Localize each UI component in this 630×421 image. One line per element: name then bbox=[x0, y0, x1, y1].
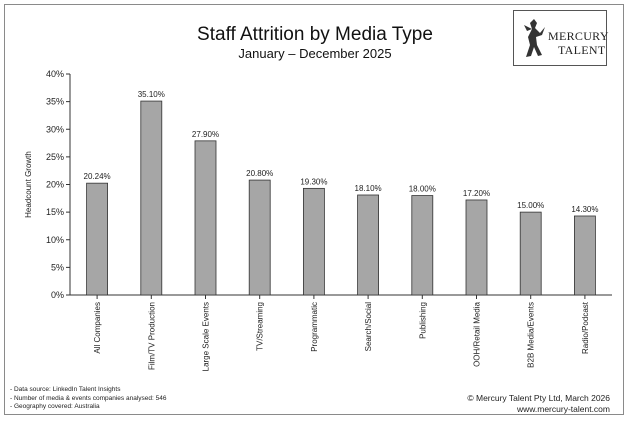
data-label: 20.80% bbox=[246, 169, 273, 178]
bar bbox=[248, 179, 271, 296]
x-tick-label: TV/Streaming bbox=[256, 302, 265, 351]
x-tick-label: Radio/Podcast bbox=[581, 301, 590, 354]
bar bbox=[140, 100, 163, 296]
data-label: 35.10% bbox=[138, 90, 165, 99]
bar bbox=[302, 187, 325, 296]
bar bbox=[411, 195, 434, 296]
y-tick-label: 35% bbox=[46, 97, 64, 107]
bar bbox=[519, 211, 542, 296]
x-tick-label: OOH/Retail Media bbox=[473, 301, 482, 366]
footer-note: - Geography covered: Australia bbox=[10, 403, 100, 410]
y-tick-label: 20% bbox=[46, 180, 64, 190]
chart-title: Staff Attrition by Media Type bbox=[197, 24, 433, 45]
footer-credits: © Mercury Talent Pty Ltd, March 2026 www… bbox=[467, 393, 610, 415]
x-tick-label: Search/Social bbox=[364, 302, 373, 352]
data-label: 15.00% bbox=[517, 201, 544, 210]
winged-mercury-figure-icon bbox=[524, 19, 545, 57]
website-text: www.mercury-talent.com bbox=[516, 404, 610, 414]
data-label: 27.90% bbox=[192, 130, 219, 139]
copyright-text: © Mercury Talent Pty Ltd, March 2026 bbox=[467, 393, 610, 403]
data-label: 19.30% bbox=[300, 177, 327, 186]
data-label: 18.00% bbox=[409, 185, 436, 194]
x-tick-label: Programmatic bbox=[310, 302, 319, 352]
logo-text-line2: TALENT bbox=[558, 43, 606, 57]
data-label: 18.10% bbox=[355, 184, 382, 193]
footer-note: - Number of media & events companies ana… bbox=[10, 394, 167, 402]
data-label: 20.24% bbox=[84, 172, 111, 181]
x-tick-label: Large Scale Events bbox=[202, 302, 211, 371]
y-tick-label: 15% bbox=[46, 207, 64, 217]
footer-note: - Data source: LinkedIn Talent Insights bbox=[10, 386, 121, 393]
y-tick-label: 30% bbox=[46, 124, 64, 134]
y-tick-label: 25% bbox=[46, 152, 64, 162]
bar bbox=[357, 194, 380, 296]
mercury-talent-logo: MERCURY TALENT bbox=[513, 10, 609, 66]
y-tick-label: 0% bbox=[51, 290, 64, 300]
bar bbox=[86, 182, 108, 296]
y-axis-label: Headcount Growth bbox=[24, 151, 33, 218]
x-tick-label: All Companies bbox=[93, 302, 102, 354]
x-tick-label: Film/TV Production bbox=[147, 302, 156, 370]
data-label: 14.30% bbox=[571, 205, 598, 214]
bar bbox=[574, 215, 596, 296]
bar bbox=[465, 199, 488, 296]
logo-text-line1: MERCURY bbox=[548, 29, 609, 43]
data-label: 17.20% bbox=[463, 189, 490, 198]
y-tick-label: 40% bbox=[46, 69, 64, 79]
x-tick-label: Publishing bbox=[418, 302, 427, 339]
y-tick-label: 10% bbox=[46, 235, 64, 245]
x-tick-label: B2B Media/Events bbox=[527, 302, 536, 368]
footer-notes: - Data source: LinkedIn Talent Insights … bbox=[10, 386, 166, 412]
chart-subtitle: January – December 2025 bbox=[238, 46, 392, 61]
bar bbox=[194, 140, 217, 296]
y-tick-label: 5% bbox=[51, 262, 64, 272]
